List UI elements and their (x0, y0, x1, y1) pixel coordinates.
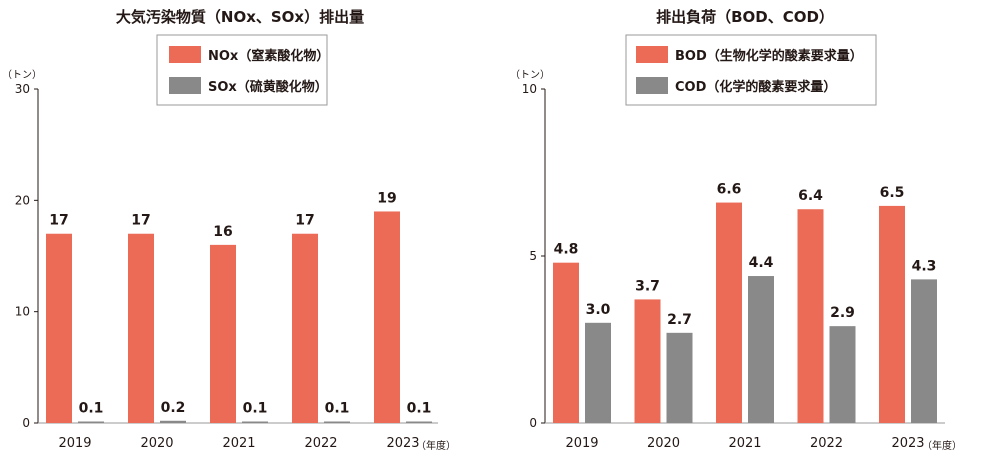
y-tick-label: 20 (15, 193, 30, 207)
chart1-title: 大気汚染物質（NOx、SOx）排出量 (116, 8, 364, 26)
data-label: 0.1 (243, 401, 268, 417)
bar (406, 421, 432, 423)
y-tick-label: 5 (529, 249, 537, 263)
x-tick-label: 2021 (728, 436, 761, 451)
data-label: 17 (131, 213, 150, 229)
data-label: 0.1 (325, 401, 350, 417)
chart1-legend-label-sox: SOx（硫黄酸化物） (208, 79, 328, 95)
data-label: 6.5 (880, 185, 905, 201)
bar (748, 276, 774, 423)
bar (585, 322, 611, 423)
y-tick-label: 0 (22, 416, 30, 430)
bar (553, 262, 579, 423)
x-tick-label: 2022 (304, 436, 337, 451)
data-label: 0.2 (161, 400, 186, 416)
bar (78, 421, 104, 423)
bar (242, 421, 268, 423)
bar (666, 332, 693, 423)
chart2-legend-swatch-bod (636, 46, 668, 63)
bar (128, 233, 154, 423)
bar (374, 211, 400, 423)
chart-nox-sox: 大気汚染物質（NOx、SOx）排出量 NOx（窒素酸化物） SOx（硫黄酸化物）… (2, 8, 456, 452)
chart1-legend-swatch-nox (169, 46, 201, 63)
x-tick-label: 2021 (222, 436, 255, 451)
data-label: 6.4 (798, 188, 823, 204)
data-label: 0.1 (79, 401, 104, 417)
bar (210, 244, 236, 423)
x-tick-label: 2019 (565, 436, 598, 451)
chart2-x-unit: （年度） (922, 439, 962, 452)
chart2-legend-label-cod: COD（化学的酸素要求量） (675, 79, 836, 95)
bar (324, 421, 350, 423)
data-label: 2.7 (667, 312, 692, 328)
bar (879, 205, 905, 423)
data-label: 16 (213, 224, 232, 240)
data-label: 3.7 (635, 278, 660, 294)
chart2-legend-swatch-cod (636, 77, 668, 94)
bar (911, 279, 937, 423)
chart1-legend-swatch-sox (169, 77, 201, 94)
bar (292, 233, 318, 423)
data-label: 17 (295, 213, 314, 229)
y-tick-label: 0 (529, 416, 537, 430)
y-tick-label: 10 (522, 82, 537, 96)
chart1-y-unit: （トン） (2, 69, 42, 81)
bar (46, 233, 72, 423)
x-tick-label: 2019 (58, 436, 91, 451)
data-label: 2.9 (830, 305, 855, 321)
data-label: 4.4 (749, 255, 774, 271)
x-tick-label: 2023 (891, 436, 924, 451)
data-label: 3.0 (586, 302, 611, 318)
chart2-title: 排出負荷（BOD、COD） (656, 8, 834, 26)
bar (829, 326, 856, 423)
data-label: 4.3 (912, 258, 937, 274)
data-label: 6.6 (717, 182, 742, 198)
data-label: 17 (49, 213, 68, 229)
chart1-legend-label-nox: NOx（窒素酸化物） (208, 48, 329, 64)
bar (634, 299, 661, 423)
x-tick-label: 2023 (386, 436, 419, 451)
bar (160, 420, 186, 423)
data-label: 4.8 (554, 242, 579, 258)
bar (797, 209, 824, 423)
bar (716, 202, 742, 423)
y-tick-label: 10 (15, 305, 30, 319)
data-label: 0.1 (407, 401, 432, 417)
x-tick-label: 2020 (647, 436, 680, 451)
y-tick-label: 30 (15, 82, 30, 96)
x-tick-label: 2022 (810, 436, 843, 451)
chart1-x-unit: （年度） (416, 439, 456, 452)
data-label: 19 (377, 190, 396, 206)
x-tick-label: 2020 (140, 436, 173, 451)
chart-bod-cod: 排出負荷（BOD、COD） BOD（生物化学的酸素要求量） COD（化学的酸素要… (510, 8, 962, 452)
chart2-legend-label-bod: BOD（生物化学的酸素要求量） (675, 48, 863, 64)
chart2-y-unit: （トン） (510, 69, 550, 81)
